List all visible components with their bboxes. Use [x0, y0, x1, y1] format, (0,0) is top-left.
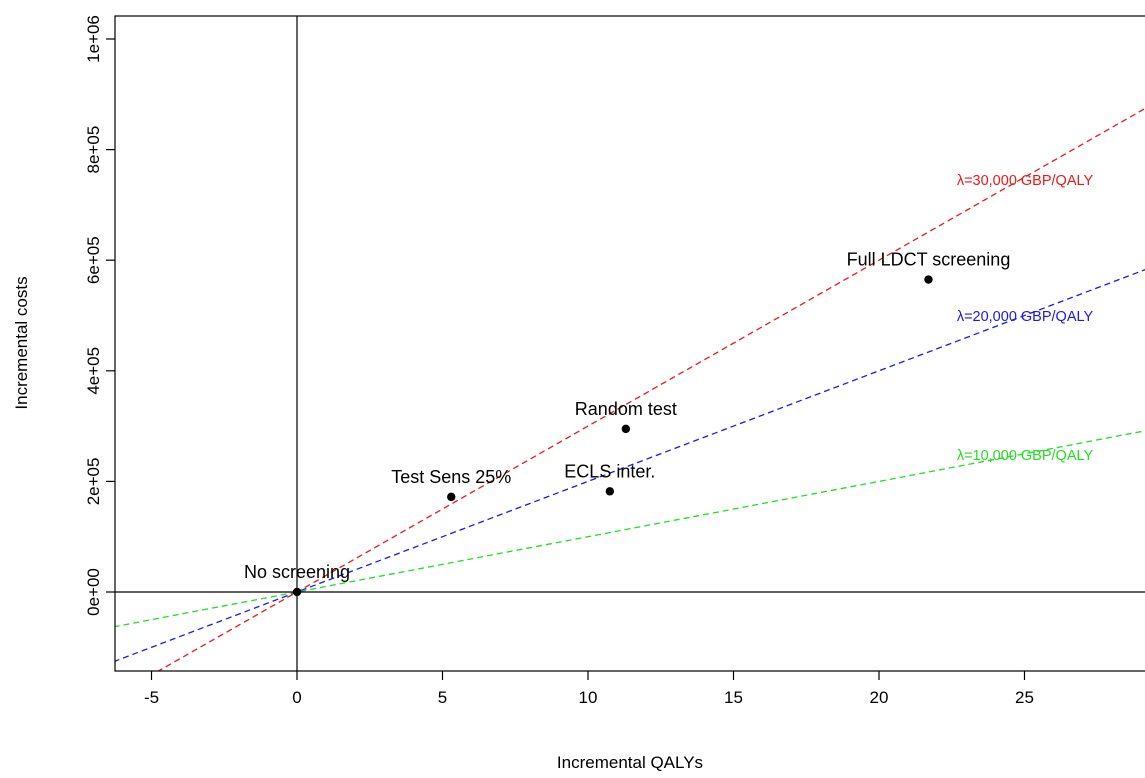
x-tick-label-5: 20 — [870, 688, 889, 707]
data-point-label-2: ECLS inter. — [564, 461, 655, 481]
x-tick-label-4: 15 — [724, 688, 743, 707]
data-point-3 — [621, 424, 631, 434]
reference-lines — [115, 16, 1145, 671]
data-point-label-1: Test Sens 25% — [391, 467, 511, 487]
data-point-0 — [292, 587, 302, 597]
x-axis-title: Incremental QALYs — [557, 753, 703, 772]
data-point-1 — [447, 492, 456, 502]
data-point-label-4: Full LDCT screening — [847, 250, 1011, 270]
data-point-label-0: No screening — [244, 562, 350, 582]
wtp-label-0: λ=30,000 GBP/QALY — [957, 173, 1094, 189]
x-tick-label-0: -5 — [144, 688, 159, 707]
x-tick-label-6: 25 — [1015, 688, 1034, 707]
data-point-labels: No screening Test Sens 25% ECLS inter. Rand… — [244, 250, 1010, 582]
x-axis: -5 0 5 10 15 20 25 — [144, 671, 1034, 707]
data-point-4 — [924, 275, 933, 284]
plot-frame — [114, 15, 1145, 672]
x-tick-label-1: 0 — [292, 688, 301, 707]
wtp-line-2 — [115, 430, 1145, 628]
data-point-label-3: Random test — [575, 399, 677, 419]
y-tick-label-5: 1e+06 — [84, 15, 103, 63]
wtp-labels: λ=30,000 GBP/QALY λ=20,000 GBP/QALY λ=10,0… — [957, 173, 1094, 464]
wtp-label-1: λ=20,000 GBP/QALY — [957, 309, 1094, 325]
data-points — [292, 275, 933, 597]
wtp-threshold-lines — [115, 107, 1145, 671]
wtp-label-2: λ=10,000 GBP/QALY — [957, 448, 1094, 464]
data-point-2 — [605, 487, 615, 496]
y-tick-label-3: 6e+05 — [84, 236, 103, 284]
y-tick-label-2: 4e+05 — [84, 347, 103, 395]
y-tick-label-1: 2e+05 — [84, 458, 103, 506]
x-tick-label-2: 5 — [438, 688, 447, 707]
y-axis-title: Incremental costs — [12, 276, 31, 409]
wtp-line-1 — [115, 269, 1145, 662]
y-axis: 0e+00 2e+05 4e+05 6e+05 8e+05 1e+06 — [84, 15, 115, 616]
y-tick-label-4: 8e+05 — [84, 126, 103, 174]
y-tick-label-0: 0e+00 — [84, 568, 103, 616]
x-tick-label-3: 10 — [579, 688, 598, 707]
wtp-line-0 — [157, 107, 1145, 671]
